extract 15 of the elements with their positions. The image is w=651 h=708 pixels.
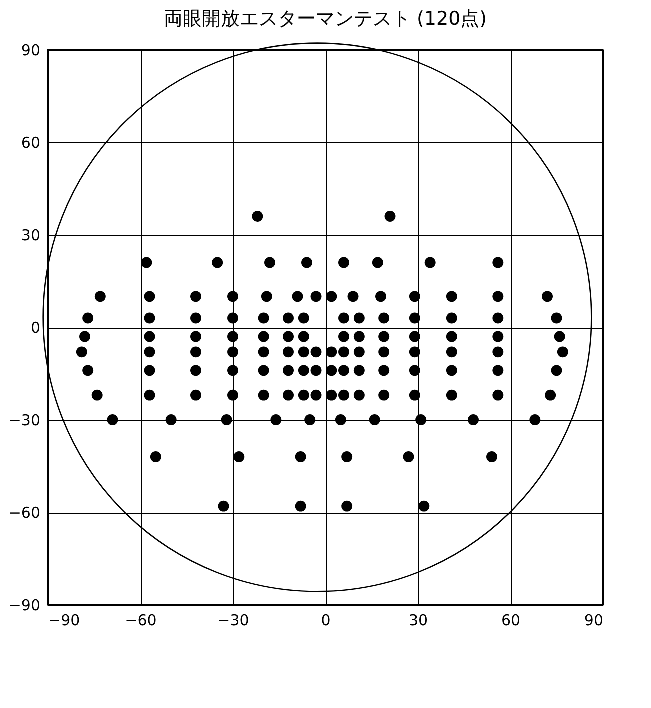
x-tick-label: −90 xyxy=(48,612,80,630)
y-tick-label: 90 xyxy=(21,42,40,60)
x-tick-label: −60 xyxy=(125,612,157,630)
x-tick-label: 90 xyxy=(584,612,604,630)
x-tick-label: 30 xyxy=(408,612,428,630)
y-tick-label: 60 xyxy=(21,134,40,152)
chart-title: 両眼開放エスターマンテスト (120点) xyxy=(164,8,488,30)
y-tick-label: 30 xyxy=(21,226,40,244)
y-tick-label: −30 xyxy=(8,412,40,430)
x-tick-label: 60 xyxy=(501,612,521,630)
y-tick-label: 0 xyxy=(30,319,40,337)
x-tick-label: 0 xyxy=(321,612,331,630)
x-tick-label: −30 xyxy=(218,612,250,630)
y-tick-label: −60 xyxy=(8,504,40,522)
y-tick-label: −90 xyxy=(8,596,40,614)
